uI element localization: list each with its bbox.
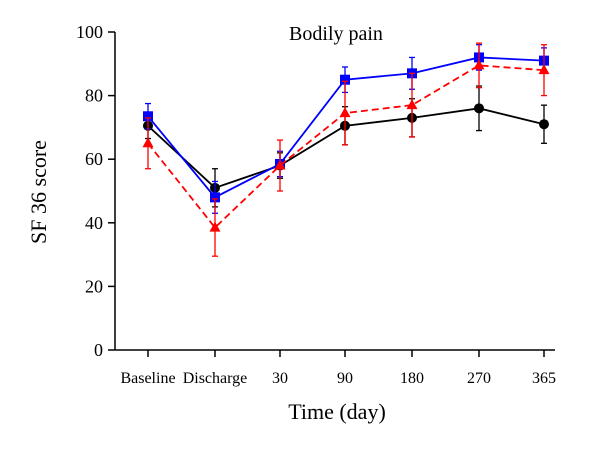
series-line (147, 107, 545, 189)
y-axis-title: SF 36 score (26, 140, 51, 244)
data-point (274, 159, 286, 170)
data-point (538, 64, 550, 75)
x-tick-label: 30 (272, 370, 288, 387)
data-point (474, 103, 484, 114)
data-point (340, 74, 350, 85)
y-tick-label: 20 (85, 276, 103, 296)
y-tick-label: 40 (85, 213, 103, 233)
y-tick-label: 0 (94, 340, 103, 360)
y-tick-label: 100 (76, 22, 103, 42)
data-point (209, 221, 221, 232)
data-point (210, 192, 220, 203)
data-point (142, 137, 154, 148)
x-axis-title: Time (day) (288, 399, 386, 424)
chart-title: Bodily pain (289, 23, 383, 45)
data-point (339, 107, 351, 118)
series-1 (143, 85, 549, 208)
x-tick-label: 180 (400, 370, 424, 387)
y-tick-label: 60 (85, 149, 103, 169)
data-point (143, 111, 153, 122)
data-point (539, 119, 549, 130)
series-layer (142, 42, 550, 257)
series-line (147, 64, 545, 229)
x-tick-label: Baseline (120, 370, 175, 387)
x-tick-label: Discharge (183, 370, 248, 387)
x-tick-label: 270 (467, 370, 491, 387)
data-point (406, 99, 418, 110)
axes: 0 20 40 60 80 100 Baseline Discharge 30 90 180 270 3… (76, 22, 556, 387)
x-tick-label: 90 (337, 370, 353, 387)
x-tick-label: 365 (532, 370, 556, 387)
data-point (473, 59, 485, 70)
series-3 (142, 42, 550, 257)
y-tick-label: 80 (85, 86, 103, 106)
